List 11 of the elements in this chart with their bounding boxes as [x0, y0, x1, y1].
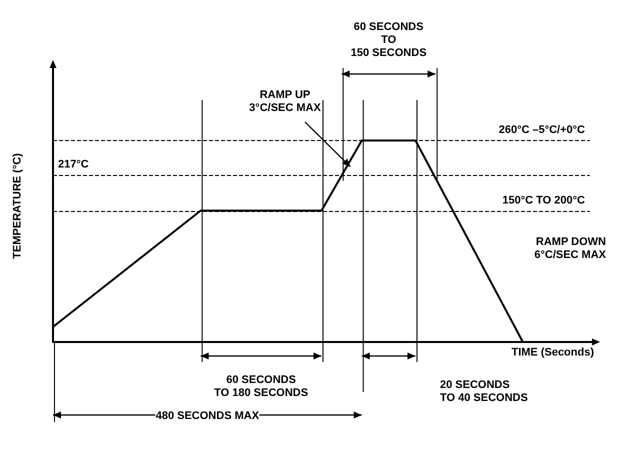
x-axis-title: TIME (Seconds) [511, 346, 594, 358]
text: RAMP UP 3°C/SEC MAX [249, 89, 322, 114]
text: 480 SECONDS MAX [156, 410, 260, 422]
text: 60 SECONDS TO 180 SECONDS [214, 374, 308, 399]
ref-line-label: 217°C [58, 158, 89, 170]
annotation: RAMP DOWN 6°C/SEC MAX [534, 236, 607, 261]
ref-line-label: 260°C –5°C/+0°C [498, 124, 586, 136]
text: 20 SECONDS TO 40 SECONDS [440, 379, 528, 404]
y-axis-title: TEMPERATURE (°C) [12, 152, 24, 259]
text: 60 SECONDS TO 150 SECONDS [350, 21, 427, 59]
ref-line-label: 150°C TO 200°C [502, 194, 586, 207]
